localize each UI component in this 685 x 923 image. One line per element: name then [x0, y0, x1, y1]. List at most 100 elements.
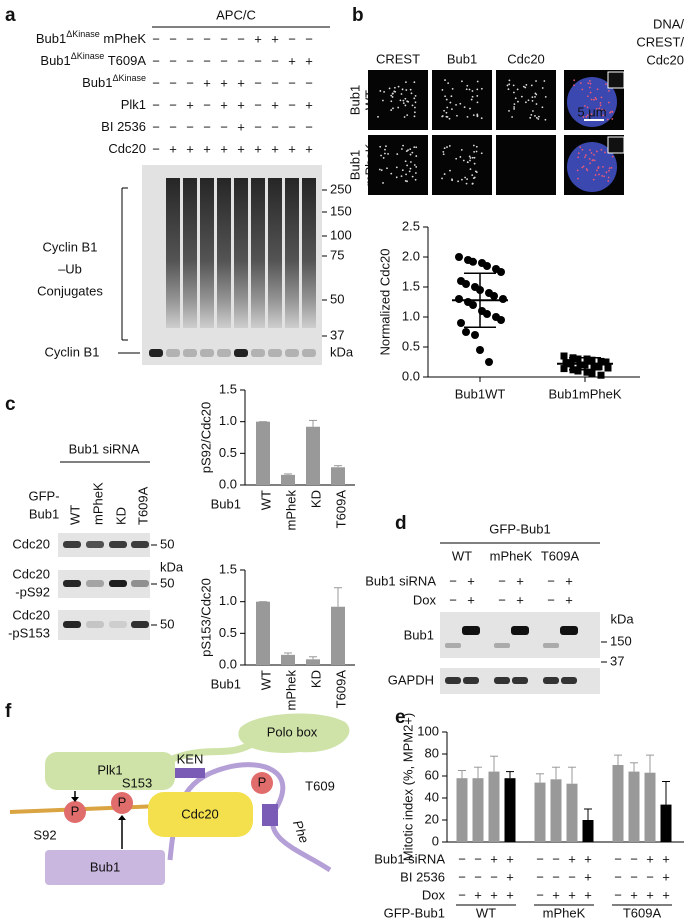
- sign: −: [169, 75, 177, 90]
- spot: [585, 168, 588, 170]
- spot: [414, 94, 417, 97]
- band: [149, 349, 163, 357]
- phospho-label: P: [258, 774, 267, 789]
- group-label: WT: [476, 905, 496, 920]
- spot: [517, 100, 519, 103]
- spot: [462, 159, 465, 162]
- spot: [384, 148, 386, 151]
- spot: [597, 167, 600, 170]
- spot: [586, 106, 589, 109]
- inset: [607, 71, 625, 89]
- spot: [471, 174, 474, 177]
- spot: [584, 154, 587, 157]
- spot: [464, 176, 467, 179]
- band: [131, 541, 149, 548]
- sign: −: [169, 97, 177, 112]
- spot: [593, 153, 595, 156]
- band: [217, 349, 231, 357]
- bub1-shape: [45, 850, 165, 885]
- spot: [459, 102, 462, 105]
- spot: [520, 95, 523, 98]
- y-tick-label: 0.0: [219, 656, 237, 671]
- spot: [476, 115, 479, 118]
- spot: [471, 182, 474, 185]
- sign: +: [254, 141, 262, 156]
- row-label: Plk1: [121, 97, 146, 112]
- sign: −: [237, 31, 245, 46]
- x-tick-label: KD: [308, 670, 323, 688]
- spot: [409, 148, 412, 151]
- y-tick-label: 1.5: [219, 381, 237, 396]
- spot: [468, 88, 471, 91]
- point: [490, 292, 498, 300]
- spot: [457, 180, 459, 183]
- spot: [469, 157, 472, 159]
- point: [497, 316, 505, 324]
- point: [588, 356, 596, 364]
- spot: [513, 103, 516, 106]
- spot: [522, 85, 525, 88]
- sign: −: [152, 53, 160, 68]
- sign: −: [288, 31, 296, 46]
- spot: [393, 86, 396, 89]
- spot: [411, 175, 414, 178]
- spot: [408, 170, 411, 173]
- spot: [589, 82, 592, 85]
- y-tick-label: 0.0: [219, 476, 237, 491]
- spot: [608, 169, 610, 172]
- spot: [466, 178, 468, 181]
- header: Bub1 siRNA: [69, 441, 140, 456]
- spot: [524, 101, 527, 104]
- spot: [611, 155, 614, 158]
- row-label-text: Bub1: [36, 31, 66, 46]
- band: [131, 621, 149, 628]
- spot: [610, 166, 613, 169]
- spot: [409, 153, 412, 156]
- spot: [607, 176, 610, 179]
- sign: +: [305, 97, 313, 112]
- y-tick-label: 40: [425, 789, 439, 804]
- spot: [455, 103, 457, 106]
- sign: −: [203, 119, 211, 134]
- sign: +: [516, 592, 524, 607]
- nucleus: [567, 142, 617, 192]
- unit-label: kDa: [160, 559, 184, 574]
- band: [302, 349, 316, 357]
- y-tick-label: 1.0: [219, 593, 237, 608]
- x-tick-label: KD: [308, 490, 323, 508]
- row-label-text: Plk1: [121, 97, 146, 112]
- spot: [593, 159, 596, 162]
- band: [109, 580, 127, 587]
- row-label: Cdc20: [12, 536, 50, 551]
- site-label: S153: [122, 775, 152, 790]
- spot: [531, 99, 534, 102]
- spot: [581, 166, 584, 169]
- band: [543, 677, 559, 684]
- spot: [473, 162, 476, 165]
- spot: [476, 88, 479, 91]
- spot: [594, 96, 597, 99]
- spot: [442, 153, 445, 156]
- marker-label: 150: [610, 633, 632, 648]
- spot: [445, 115, 448, 118]
- marker-label: 75: [330, 247, 344, 262]
- spot: [446, 146, 448, 148]
- spot: [445, 111, 448, 114]
- spot: [585, 115, 588, 118]
- y-tick-label: 60: [425, 767, 439, 782]
- sign: −: [458, 851, 466, 866]
- spot: [413, 81, 416, 84]
- spot: [595, 107, 598, 110]
- band: [560, 626, 578, 635]
- spot: [411, 151, 414, 154]
- bar: [504, 778, 516, 842]
- row-label: -pS92: [15, 584, 50, 599]
- spot: [399, 99, 402, 102]
- point: [455, 253, 463, 261]
- spot: [579, 146, 582, 149]
- group-title: GFP-Bub1: [384, 905, 445, 920]
- bar: [281, 654, 295, 665]
- row-label-sup: ΔKinase: [66, 29, 100, 39]
- sign: −: [458, 869, 466, 884]
- spot: [476, 95, 479, 97]
